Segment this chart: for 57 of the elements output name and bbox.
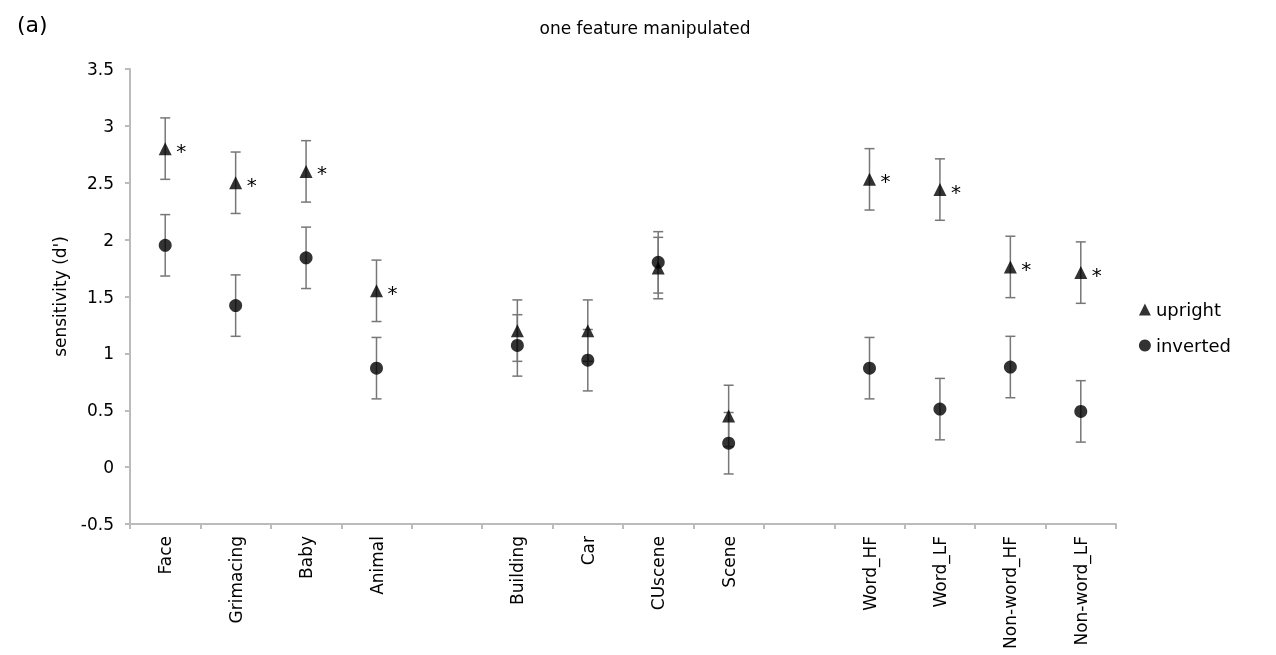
point [863,172,876,186]
point [158,142,172,156]
x-tick-label: Non-word_LF [1070,536,1092,646]
annotation: * [1021,256,1032,281]
annotation: * [950,179,961,204]
point [722,409,736,423]
point [651,255,665,269]
point [229,176,243,190]
point [1003,360,1017,374]
annotation: * [317,161,328,186]
y-axis-title: sensitivity (d') [49,236,70,357]
point [1003,260,1017,274]
point [1074,404,1088,418]
y-tick-label: 0 [103,457,114,478]
x-tick-label: Word_HF [859,536,881,611]
chart-title: one feature manipulated [539,17,751,38]
y-tick-label: 2.5 [86,172,114,193]
y-tick-label: 3 [103,115,114,136]
text: (a) [17,11,48,37]
y-tick-label: 1.5 [86,286,114,307]
x-tick-label: Grimacing [225,536,246,624]
legend-label: upright [1155,299,1222,320]
annotation: * [1091,262,1102,287]
annotation: * [246,172,257,197]
point [370,361,383,375]
annotation: * [880,169,891,194]
y-tick-label: 1 [103,343,114,364]
point [933,402,947,416]
point [1074,266,1088,280]
x-tick-label: Non-word_HF [1000,536,1022,649]
y-tick-label: 0.5 [86,400,114,421]
y-tick-label: -0.5 [80,514,114,534]
y-tick-label: 3.5 [86,59,114,79]
x-tick-label: Car [577,535,598,566]
point [229,299,243,313]
x-tick-label: Word_LF [929,536,951,608]
point [299,251,313,265]
point [933,183,947,197]
point [581,324,595,338]
point [510,338,524,352]
x-tick-label: Building [507,536,528,605]
x-tick-label: Scene [718,536,739,588]
annotation: * [387,280,398,305]
point [370,284,383,298]
point [158,238,172,252]
annotation: * [176,138,187,163]
point [722,436,736,450]
legend-label: inverted [1155,335,1231,356]
point [299,164,313,178]
point [510,324,524,338]
y-tick-label: 2 [103,229,114,250]
x-tick-label: Face [155,536,176,575]
point [581,353,595,367]
x-tick-label: CUscene [648,536,669,611]
x-tick-label: Animal [366,536,387,595]
point [863,361,876,375]
x-tick-label: Baby [296,536,317,579]
